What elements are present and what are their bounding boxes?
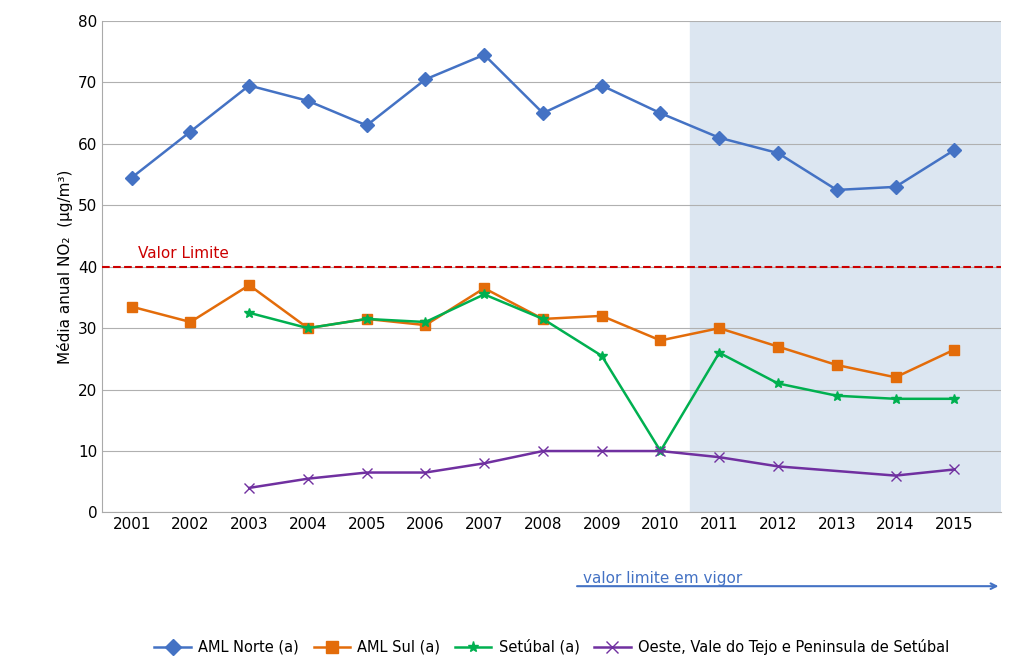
AML Norte (a) bbox=[537, 109, 549, 117]
Line: AML Norte (a): AML Norte (a) bbox=[127, 50, 960, 194]
Setúbal (a) bbox=[360, 315, 372, 323]
AML Norte (a) bbox=[831, 186, 843, 194]
Line: AML Sul (a): AML Sul (a) bbox=[127, 281, 960, 382]
Oeste, Vale do Tejo e Peninsula de Setúbal bbox=[419, 468, 432, 476]
AML Sul (a) bbox=[360, 315, 372, 323]
Oeste, Vale do Tejo e Peninsula de Setúbal bbox=[595, 447, 608, 455]
Setúbal (a) bbox=[595, 352, 608, 360]
AML Sul (a) bbox=[889, 373, 901, 381]
Setúbal (a) bbox=[419, 318, 432, 326]
AML Sul (a) bbox=[537, 315, 549, 323]
Setúbal (a) bbox=[537, 315, 549, 323]
Oeste, Vale do Tejo e Peninsula de Setúbal bbox=[537, 447, 549, 455]
AML Sul (a) bbox=[478, 284, 490, 292]
AML Norte (a) bbox=[478, 51, 490, 58]
Setúbal (a) bbox=[772, 380, 785, 388]
Oeste, Vale do Tejo e Peninsula de Setúbal bbox=[713, 453, 725, 461]
Setúbal (a) bbox=[478, 290, 490, 298]
AML Sul (a) bbox=[184, 318, 196, 326]
AML Norte (a) bbox=[948, 146, 961, 154]
AML Norte (a) bbox=[713, 134, 725, 142]
AML Norte (a) bbox=[360, 122, 372, 129]
Line: Oeste, Vale do Tejo e Peninsula de Setúbal: Oeste, Vale do Tejo e Peninsula de Setúb… bbox=[244, 446, 960, 493]
Oeste, Vale do Tejo e Peninsula de Setúbal bbox=[360, 468, 372, 476]
AML Norte (a) bbox=[126, 173, 138, 181]
AML Sul (a) bbox=[772, 343, 785, 351]
Setúbal (a) bbox=[302, 324, 314, 332]
AML Norte (a) bbox=[302, 97, 314, 105]
Oeste, Vale do Tejo e Peninsula de Setúbal bbox=[302, 475, 314, 483]
Setúbal (a) bbox=[889, 395, 901, 403]
AML Sul (a) bbox=[595, 312, 608, 320]
AML Sul (a) bbox=[419, 321, 432, 329]
Y-axis label: Média anual NO₂  (μg/m³): Média anual NO₂ (μg/m³) bbox=[56, 170, 73, 364]
AML Norte (a) bbox=[655, 109, 667, 117]
Oeste, Vale do Tejo e Peninsula de Setúbal bbox=[772, 463, 785, 470]
AML Sul (a) bbox=[243, 281, 256, 289]
AML Norte (a) bbox=[184, 127, 196, 135]
Setúbal (a) bbox=[655, 447, 667, 455]
Text: valor limite em vigor: valor limite em vigor bbox=[583, 572, 743, 586]
AML Sul (a) bbox=[126, 303, 138, 311]
AML Norte (a) bbox=[595, 81, 608, 89]
AML Sul (a) bbox=[713, 324, 725, 332]
AML Norte (a) bbox=[772, 149, 785, 157]
AML Sul (a) bbox=[302, 324, 314, 332]
AML Norte (a) bbox=[419, 76, 432, 83]
Setúbal (a) bbox=[948, 395, 961, 403]
Legend: AML Norte (a), AML Sul (a), Setúbal (a), Oeste, Vale do Tejo e Peninsula de Setú: AML Norte (a), AML Sul (a), Setúbal (a),… bbox=[148, 633, 954, 657]
AML Sul (a) bbox=[948, 346, 961, 353]
Text: Valor Limite: Valor Limite bbox=[137, 246, 228, 261]
AML Norte (a) bbox=[889, 183, 901, 191]
Oeste, Vale do Tejo e Peninsula de Setúbal bbox=[948, 466, 961, 474]
Setúbal (a) bbox=[831, 392, 843, 399]
Bar bbox=[690, 21, 1002, 512]
Oeste, Vale do Tejo e Peninsula de Setúbal bbox=[243, 484, 256, 492]
Line: Setúbal (a): Setúbal (a) bbox=[244, 290, 960, 456]
AML Sul (a) bbox=[831, 361, 843, 369]
Oeste, Vale do Tejo e Peninsula de Setúbal bbox=[655, 447, 667, 455]
Oeste, Vale do Tejo e Peninsula de Setúbal bbox=[889, 472, 901, 480]
Oeste, Vale do Tejo e Peninsula de Setúbal bbox=[478, 459, 490, 467]
Setúbal (a) bbox=[243, 309, 256, 317]
AML Sul (a) bbox=[655, 336, 667, 344]
AML Norte (a) bbox=[243, 81, 256, 89]
Setúbal (a) bbox=[713, 349, 725, 357]
